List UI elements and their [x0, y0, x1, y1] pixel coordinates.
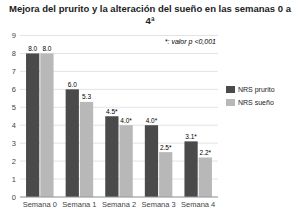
grid-line — [20, 197, 218, 198]
data-label: 8.0 — [42, 45, 51, 52]
data-label: 4.0* — [146, 117, 158, 124]
legend-swatch — [226, 86, 235, 93]
x-tick-label: Semana 2 — [102, 200, 136, 209]
data-label: 4.0* — [120, 117, 132, 124]
grid-line — [20, 35, 218, 36]
data-label: 2.2* — [200, 149, 212, 156]
bar — [145, 125, 158, 197]
bar — [159, 152, 172, 197]
data-label: 6.0 — [68, 81, 77, 88]
data-labels: 8.06.04.5*4.0*3.1*8.05.34.0*2.5*2.2* — [28, 45, 211, 156]
y-tick-label: 5 — [12, 103, 16, 112]
bar — [40, 53, 53, 197]
legend: NRS prurito NRS sueño — [226, 86, 275, 106]
x-tick-label: Semana 4 — [181, 200, 215, 209]
x-tick-label: Semana 0 — [23, 200, 57, 209]
y-tick-label: 1 — [12, 175, 16, 184]
y-tick-label: 0 — [12, 193, 16, 202]
y-tick-label: 7 — [12, 67, 16, 76]
bar — [120, 125, 133, 197]
legend-label: NRS sueño — [238, 99, 274, 106]
y-tick-label: 9 — [12, 31, 16, 40]
bar — [184, 141, 197, 197]
data-label: 3.1* — [185, 133, 197, 140]
y-tick-label: 2 — [12, 157, 16, 166]
data-label: 4.5* — [106, 108, 118, 115]
bar — [105, 116, 118, 197]
data-label: 8.0 — [28, 45, 37, 52]
y-tick-label: 8 — [12, 49, 16, 58]
chart: Mejora del prurito y la alteración del s… — [0, 0, 300, 215]
title: Mejora del prurito y la alteración del s… — [9, 3, 292, 26]
data-label: 2.5* — [160, 144, 172, 151]
grid — [20, 36, 218, 198]
legend-swatch — [226, 99, 235, 106]
bar — [26, 53, 39, 197]
x-tick-label: Semana 3 — [141, 200, 175, 209]
x-tick-label: Semana 1 — [62, 200, 96, 209]
bar — [80, 102, 93, 197]
bar — [199, 158, 212, 197]
annotation: *: valor p <0,001 — [165, 38, 216, 46]
bar — [66, 89, 79, 197]
data-label: 5.3 — [82, 93, 91, 100]
x-axis-line — [20, 197, 218, 198]
bars — [26, 53, 212, 197]
y-tick-label: 6 — [12, 85, 16, 94]
legend-label: NRS prurito — [238, 86, 275, 94]
y-tick-label: 3 — [12, 139, 16, 148]
y-tick-label: 4 — [12, 121, 16, 130]
